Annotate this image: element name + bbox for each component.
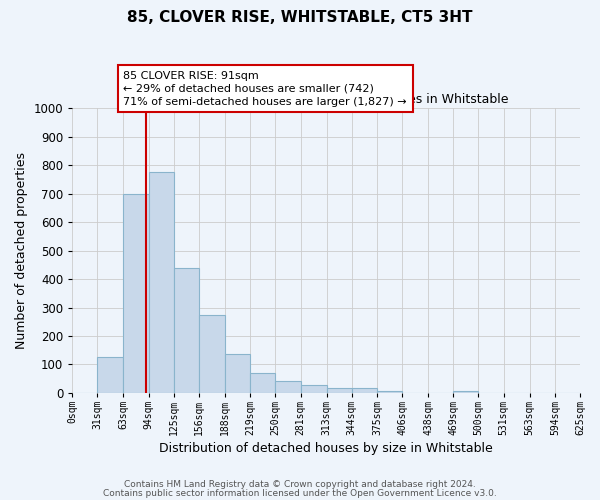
Bar	[453, 392, 478, 393]
Text: 85, CLOVER RISE, WHITSTABLE, CT5 3HT: 85, CLOVER RISE, WHITSTABLE, CT5 3HT	[127, 10, 473, 25]
Bar	[124, 194, 149, 393]
Bar	[97, 358, 124, 393]
X-axis label: Distribution of detached houses by size in Whitstable: Distribution of detached houses by size …	[159, 442, 493, 455]
Title: Size of property relative to detached houses in Whitstable: Size of property relative to detached ho…	[144, 93, 508, 106]
Bar	[199, 314, 225, 393]
Bar	[250, 373, 275, 393]
Bar	[225, 354, 250, 393]
Bar	[174, 268, 199, 393]
Text: Contains public sector information licensed under the Open Government Licence v3: Contains public sector information licen…	[103, 488, 497, 498]
Bar	[301, 385, 326, 393]
Bar	[275, 381, 301, 393]
Bar	[326, 388, 352, 393]
Text: Contains HM Land Registry data © Crown copyright and database right 2024.: Contains HM Land Registry data © Crown c…	[124, 480, 476, 489]
Text: 85 CLOVER RISE: 91sqm
← 29% of detached houses are smaller (742)
71% of semi-det: 85 CLOVER RISE: 91sqm ← 29% of detached …	[124, 70, 407, 107]
Bar	[352, 388, 377, 393]
Bar	[377, 392, 402, 393]
Bar	[149, 172, 174, 393]
Y-axis label: Number of detached properties: Number of detached properties	[15, 152, 28, 349]
